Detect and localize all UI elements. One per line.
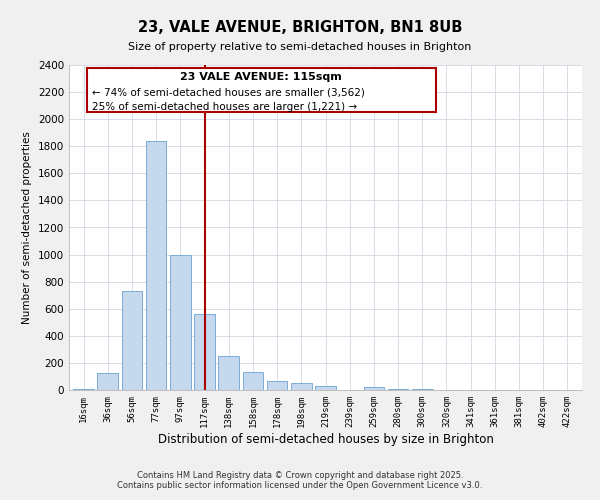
FancyBboxPatch shape bbox=[87, 68, 436, 112]
Bar bbox=[194, 314, 215, 390]
Bar bbox=[364, 386, 384, 390]
Text: Size of property relative to semi-detached houses in Brighton: Size of property relative to semi-detach… bbox=[128, 42, 472, 52]
Bar bbox=[170, 254, 191, 390]
Bar bbox=[218, 356, 239, 390]
Text: Contains HM Land Registry data © Crown copyright and database right 2025.
Contai: Contains HM Land Registry data © Crown c… bbox=[118, 470, 482, 490]
Text: 23, VALE AVENUE, BRIGHTON, BN1 8UB: 23, VALE AVENUE, BRIGHTON, BN1 8UB bbox=[138, 20, 462, 35]
Bar bbox=[291, 383, 311, 390]
Text: 25% of semi-detached houses are larger (1,221) →: 25% of semi-detached houses are larger (… bbox=[92, 102, 357, 113]
X-axis label: Distribution of semi-detached houses by size in Brighton: Distribution of semi-detached houses by … bbox=[158, 432, 493, 446]
Bar bbox=[242, 372, 263, 390]
Bar bbox=[388, 388, 409, 390]
Text: ← 74% of semi-detached houses are smaller (3,562): ← 74% of semi-detached houses are smalle… bbox=[92, 88, 365, 98]
Y-axis label: Number of semi-detached properties: Number of semi-detached properties bbox=[22, 131, 32, 324]
Bar bbox=[146, 141, 166, 390]
Text: 23 VALE AVENUE: 115sqm: 23 VALE AVENUE: 115sqm bbox=[181, 72, 342, 82]
Bar bbox=[267, 380, 287, 390]
Bar bbox=[73, 388, 94, 390]
Bar bbox=[122, 291, 142, 390]
Bar bbox=[97, 373, 118, 390]
Bar bbox=[315, 386, 336, 390]
